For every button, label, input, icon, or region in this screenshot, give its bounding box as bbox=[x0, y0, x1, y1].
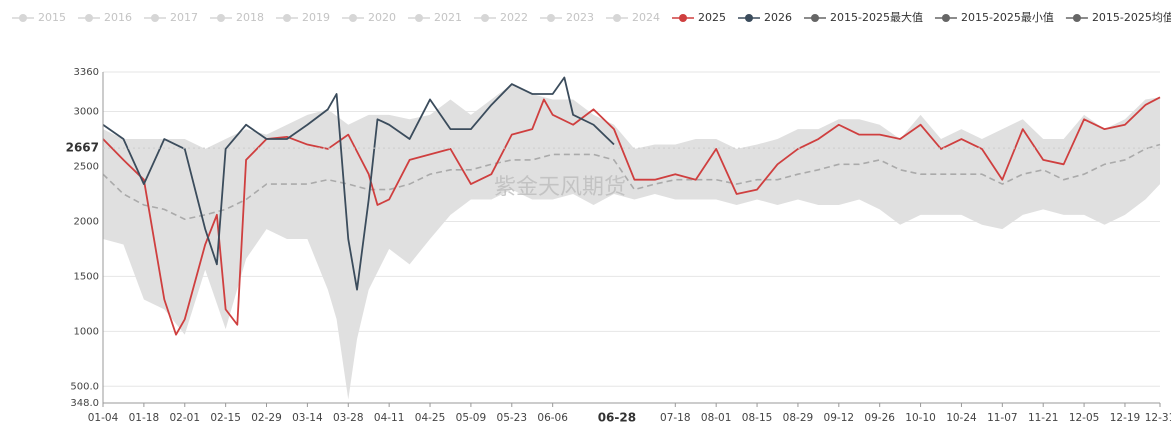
legend-marker bbox=[415, 14, 423, 22]
x-tick-label: 05-09 bbox=[456, 412, 487, 424]
x-tick-label: 08-15 bbox=[742, 412, 773, 424]
y-tick-label: 2000 bbox=[74, 216, 99, 227]
legend-item[interactable]: 2015-2025均值 bbox=[1065, 11, 1171, 24]
x-tick-label: 12-31 bbox=[1145, 412, 1171, 424]
y-tick-label: 1000 bbox=[74, 326, 99, 337]
legend-item[interactable]: 2026 bbox=[738, 11, 792, 24]
x-tick-label: 12-05 bbox=[1069, 412, 1100, 424]
x-tick-label: 06-06 bbox=[537, 412, 568, 424]
crosshair-y-label: 2667 bbox=[66, 141, 99, 155]
x-tick-label: 08-01 bbox=[701, 412, 732, 424]
legend-item[interactable]: 2021 bbox=[408, 11, 462, 24]
legend-marker bbox=[217, 14, 225, 22]
legend-label: 2016 bbox=[104, 11, 132, 24]
y-tick-label: 2500 bbox=[74, 162, 99, 173]
legend-label: 2025 bbox=[698, 11, 726, 24]
lines-layer bbox=[102, 76, 1161, 336]
legend-label: 2021 bbox=[434, 11, 462, 24]
x-tick-label: 05-23 bbox=[497, 412, 528, 424]
y-tick-label: 3360 bbox=[74, 67, 99, 78]
legend-item[interactable]: 2018 bbox=[210, 11, 264, 24]
x-tick-label: 03-14 bbox=[292, 412, 323, 424]
legend-marker bbox=[613, 14, 621, 22]
y-tick-label: 1500 bbox=[74, 271, 99, 282]
x-tick-label: 09-12 bbox=[824, 412, 855, 424]
y-tick-label: 3000 bbox=[74, 107, 99, 118]
series-line bbox=[102, 96, 1161, 336]
x-tick-label: 02-15 bbox=[210, 412, 241, 424]
legend-marker bbox=[481, 14, 489, 22]
legend-item[interactable]: 2020 bbox=[342, 11, 396, 24]
x-tick-label: 12-19 bbox=[1110, 412, 1141, 424]
legend-item[interactable]: 2015-2025最小值 bbox=[934, 11, 1054, 24]
x-tick-label: 04-25 bbox=[415, 412, 446, 424]
legend-marker bbox=[811, 14, 819, 22]
series-line bbox=[102, 76, 615, 291]
legend-label: 2015 bbox=[38, 11, 66, 24]
watermark: 紫金天风期货 bbox=[494, 175, 626, 200]
legend-label: 2022 bbox=[500, 11, 528, 24]
x-tick-label: 09-26 bbox=[864, 412, 895, 424]
x-tick-label: 08-29 bbox=[783, 412, 814, 424]
axes: 348.0 500.0 1000 1500 2000 2500 3000 3360 01-04 0… bbox=[62, 67, 1171, 426]
legend-item[interactable]: 2019 bbox=[276, 11, 330, 24]
legend-item[interactable]: 2017 bbox=[144, 11, 198, 24]
legend-label: 2015-2025均值 bbox=[1092, 11, 1171, 24]
x-tick-label: 02-01 bbox=[169, 412, 200, 424]
x-tick-label: 01-04 bbox=[88, 412, 119, 424]
legend-label: 2015-2025最小值 bbox=[961, 11, 1054, 24]
x-tick-label: 03-28 bbox=[333, 412, 364, 424]
legend-marker bbox=[85, 14, 93, 22]
legend-marker bbox=[745, 14, 753, 22]
legend-marker bbox=[151, 14, 159, 22]
crosshair-y-box bbox=[62, 139, 100, 158]
legend-marker bbox=[349, 14, 357, 22]
x-tick-label: 11-21 bbox=[1028, 412, 1059, 424]
legend-marker bbox=[679, 14, 687, 22]
legend-item[interactable]: 2023 bbox=[540, 11, 594, 24]
legend-label: 2023 bbox=[566, 11, 594, 24]
legend-item[interactable]: 2015-2025最大值 bbox=[804, 10, 923, 24]
legend-label: 2019 bbox=[302, 11, 330, 24]
legend-label: 2015-2025最大值 bbox=[830, 10, 923, 24]
crosshair-x-box bbox=[594, 408, 639, 426]
legend-label: 2018 bbox=[236, 11, 264, 24]
legend-label: 2017 bbox=[170, 11, 198, 24]
range-band bbox=[103, 84, 1160, 400]
legend-item[interactable]: 2016 bbox=[78, 11, 132, 24]
x-tick-label: 02-29 bbox=[251, 412, 282, 424]
legend-label: 2020 bbox=[368, 11, 396, 24]
x-tick-label: 11-07 bbox=[987, 412, 1018, 424]
legend-marker bbox=[283, 14, 291, 22]
legend-marker bbox=[547, 14, 555, 22]
legend-item[interactable]: 2025 bbox=[672, 11, 726, 24]
legend-item[interactable]: 2015 bbox=[12, 11, 66, 24]
y-tick-label: 500.0 bbox=[70, 381, 99, 392]
x-tick-label: 04-11 bbox=[374, 412, 405, 424]
x-tick-label: 10-24 bbox=[946, 412, 977, 424]
legend-item[interactable]: 2024 bbox=[606, 11, 660, 24]
band-layer bbox=[103, 84, 1160, 400]
legend-marker bbox=[19, 14, 27, 22]
legend: 2015 2016 2017 2018 2019 2020 2021 2022 2023 2024… bbox=[12, 10, 1171, 24]
x-tick-label: 07-18 bbox=[660, 412, 691, 424]
legend-label: 2026 bbox=[764, 11, 792, 24]
legend-item[interactable]: 2022 bbox=[474, 11, 528, 24]
legend-marker bbox=[941, 14, 950, 22]
y-tick-label: 348.0 bbox=[70, 398, 99, 409]
grid bbox=[103, 71, 1160, 404]
legend-marker bbox=[1072, 14, 1081, 22]
legend-label: 2024 bbox=[632, 11, 660, 24]
x-tick-label: 10-10 bbox=[905, 412, 936, 424]
x-tick-label: 01-18 bbox=[129, 412, 160, 424]
crosshair-x-label: 06-28 bbox=[598, 411, 636, 425]
